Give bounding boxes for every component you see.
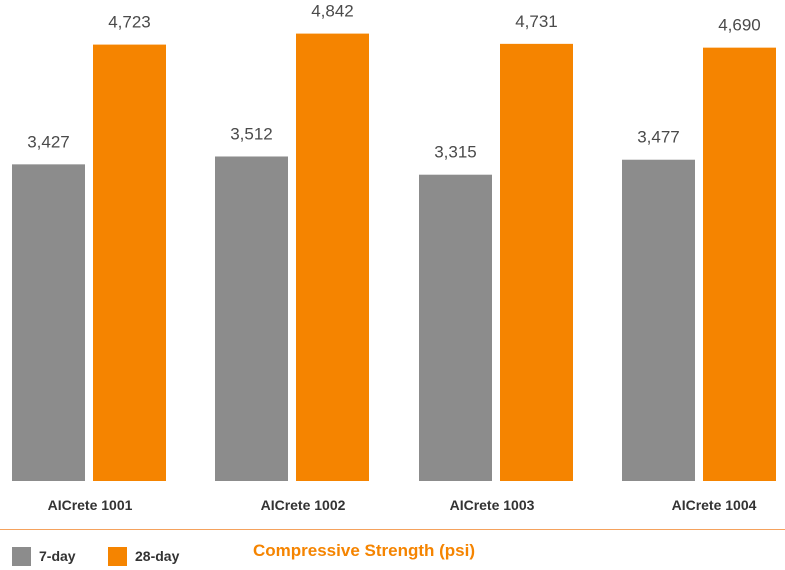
bar-7-day-1	[12, 164, 85, 481]
legend-item-28-day: 28-day	[108, 546, 179, 566]
chart-title: Compressive Strength (psi)	[253, 541, 475, 560]
bar-28-day-2	[296, 33, 369, 481]
bar-7-day-4	[622, 159, 695, 481]
data-label-28-day-4: 4,690	[718, 16, 761, 35]
bar-28-day-3	[500, 43, 573, 482]
bar-28-day-4	[703, 47, 776, 481]
data-label-7-day-2: 3,512	[230, 124, 273, 143]
bar-28-day-1	[93, 44, 166, 482]
legend-swatch-28-day	[108, 546, 127, 566]
data-label-7-day-1: 3,427	[27, 132, 70, 151]
legend-label-7-day: 7-day	[39, 548, 76, 564]
legend-item-7-day: 7-day	[12, 546, 76, 566]
category-label-3: AICrete 1003	[450, 497, 535, 513]
legend-swatch-7-day	[12, 546, 31, 566]
legend: 7-day 28-day	[0, 540, 785, 570]
legend-label-28-day: 28-day	[135, 548, 180, 564]
data-label-28-day-1: 4,723	[108, 13, 151, 32]
category-label-2: AICrete 1002	[261, 497, 346, 513]
data-label-7-day-3: 3,315	[434, 143, 477, 162]
chart-divider	[0, 529, 785, 530]
bar-7-day-2	[215, 156, 288, 481]
bar-chart: 3,427 4,723 AICrete 1001 3,512 4,842 AICrete …	[12, 2, 776, 513]
data-label-28-day-3: 4,731	[515, 12, 558, 31]
category-label-1: AICrete 1001	[48, 497, 133, 513]
data-label-7-day-4: 3,477	[637, 128, 680, 147]
data-label-28-day-2: 4,842	[311, 2, 354, 21]
bar-7-day-3	[419, 174, 492, 481]
category-label-4: AICrete 1004	[672, 497, 757, 513]
